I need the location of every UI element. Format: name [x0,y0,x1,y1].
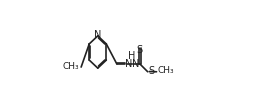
Text: N: N [125,59,133,69]
Text: N: N [132,59,140,69]
Text: N: N [94,30,102,40]
Text: S: S [137,45,143,55]
Text: S: S [148,66,154,76]
Text: CH₃: CH₃ [157,66,174,75]
Text: H: H [128,51,135,61]
Text: CH₃: CH₃ [63,62,79,71]
